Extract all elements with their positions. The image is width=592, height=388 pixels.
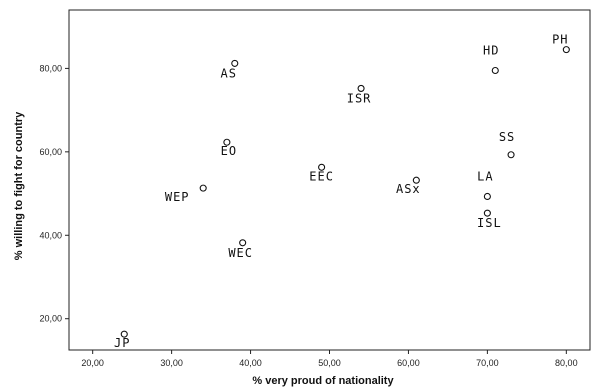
point-marker [223, 138, 231, 146]
data-point: WEC [228, 239, 253, 260]
data-points: PH AS HD ISR EO SS EEC ASx WEP LA ISL WEC JP [114, 33, 570, 350]
data-point: SS [499, 130, 515, 159]
x-axis-title: % very proud of nationality [252, 375, 394, 387]
data-point: PH [552, 33, 570, 54]
x-axis: 20,00 30,00 40,00 50,00 60,00 70,00 80,00 [81, 350, 578, 368]
point-marker [231, 59, 239, 67]
point-label: JP [114, 336, 130, 350]
point-label: LA [477, 169, 493, 183]
point-marker [483, 192, 491, 201]
point-label: AS [221, 66, 237, 80]
point-marker [562, 46, 570, 54]
x-tick-label: 80,00 [555, 358, 578, 368]
data-point: LA [477, 169, 493, 201]
data-point: ISL [477, 209, 502, 230]
data-point: WEP [165, 184, 207, 204]
x-tick-label: 20,00 [81, 358, 104, 368]
point-label: HD [483, 43, 499, 57]
point-label: EO [221, 144, 237, 158]
data-point: ASx [396, 176, 421, 196]
point-label: WEP [165, 190, 190, 204]
x-tick-label: 30,00 [160, 358, 183, 368]
data-point: HD [483, 43, 499, 75]
point-marker [491, 66, 499, 75]
y-axis: 20,00 40,00 60,00 80,00 [39, 63, 69, 324]
data-point: ISR [347, 84, 372, 105]
y-tick-label: 60,00 [39, 147, 62, 157]
y-tick-label: 20,00 [39, 314, 62, 324]
data-point: JP [114, 330, 130, 350]
point-marker [318, 163, 326, 171]
point-marker [507, 151, 515, 159]
point-marker [239, 239, 247, 247]
point-label: PH [552, 33, 568, 47]
point-label: ASx [396, 182, 421, 196]
point-marker [412, 176, 420, 184]
y-tick-label: 40,00 [39, 230, 62, 240]
data-point: AS [221, 59, 239, 80]
x-tick-label: 70,00 [476, 358, 499, 368]
point-label: ISR [347, 91, 372, 105]
data-point: EO [221, 138, 237, 158]
x-tick-label: 50,00 [318, 358, 341, 368]
point-label: ISL [477, 216, 502, 230]
point-marker [199, 184, 207, 192]
x-tick-label: 60,00 [397, 358, 420, 368]
point-marker [120, 330, 128, 338]
point-label: WEC [228, 246, 253, 260]
point-label: SS [499, 130, 515, 144]
point-marker [483, 209, 491, 217]
data-point: EEC [309, 163, 334, 183]
x-tick-label: 40,00 [239, 358, 262, 368]
y-tick-label: 80,00 [39, 63, 62, 73]
point-label: EEC [309, 169, 334, 183]
y-axis-title: % willing to fight for country [13, 111, 25, 260]
point-marker [357, 84, 365, 92]
